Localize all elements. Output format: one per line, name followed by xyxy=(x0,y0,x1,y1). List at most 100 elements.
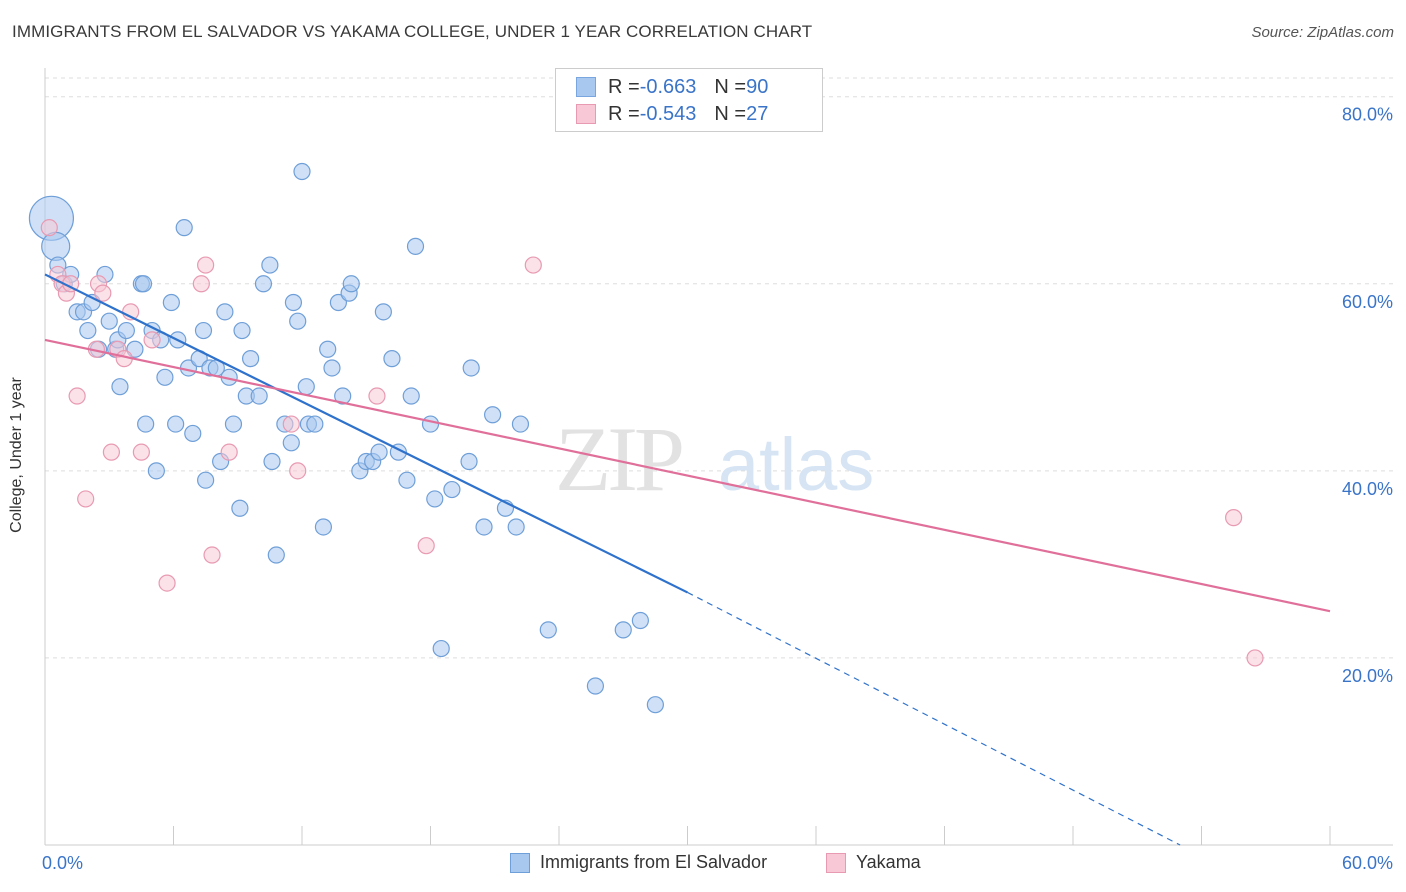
r-value: -0.663 xyxy=(639,75,697,98)
watermark: ZIP atlas xyxy=(555,408,874,510)
n-label: N = xyxy=(714,75,747,98)
point-yakama xyxy=(94,284,112,302)
trend-line-el-salvador xyxy=(44,273,688,594)
point-yakama xyxy=(68,387,86,405)
point-el-salvador xyxy=(167,415,185,433)
grid-lines xyxy=(45,77,1393,659)
point-el-salvador xyxy=(263,452,281,471)
point-yakama xyxy=(220,443,238,461)
point-el-salvador xyxy=(460,452,478,471)
legend-swatch-yakama xyxy=(826,852,846,873)
point-yakama xyxy=(203,546,221,564)
point-el-salvador xyxy=(507,518,525,536)
point-el-salvador xyxy=(406,237,425,255)
point-yakama xyxy=(192,275,210,293)
point-el-salvador xyxy=(370,443,388,461)
point-el-salvador xyxy=(314,518,333,536)
watermark-zip: ZIP xyxy=(555,408,682,510)
point-el-salvador xyxy=(432,639,450,658)
point-el-salvador xyxy=(319,340,337,358)
point-yakama xyxy=(289,462,307,480)
point-el-salvador xyxy=(306,415,324,433)
point-el-salvador xyxy=(242,350,260,368)
r-label: R = xyxy=(608,75,640,98)
n-value: 27 xyxy=(746,102,769,125)
point-el-salvador xyxy=(614,621,632,639)
point-el-salvador xyxy=(334,387,352,405)
point-yakama xyxy=(368,387,386,405)
point-el-salvador xyxy=(383,350,401,368)
point-el-salvador xyxy=(100,312,118,330)
point-el-salvador xyxy=(586,677,605,695)
legend-item-yakama[interactable]: Yakama xyxy=(826,852,921,873)
trend-line-extension xyxy=(687,591,1181,846)
point-el-salvador xyxy=(398,471,416,489)
point-el-salvador xyxy=(111,378,129,396)
point-el-salvador xyxy=(197,471,215,489)
legend-item-el-salvador[interactable]: Immigrants from El Salvador xyxy=(510,852,767,873)
point-el-salvador xyxy=(646,696,664,714)
point-el-salvador xyxy=(147,462,165,480)
point-el-salvador xyxy=(475,518,493,536)
point-el-salvador xyxy=(162,293,180,312)
y-tick-label: 40.0% xyxy=(1342,479,1393,499)
point-el-salvador xyxy=(402,387,420,405)
point-el-salvador xyxy=(374,303,392,321)
point-el-salvador xyxy=(293,162,311,181)
point-el-salvador xyxy=(539,621,557,639)
stats-row-yakama: R = -0.543 N = 27 xyxy=(576,101,768,127)
watermark-atlas: atlas xyxy=(718,423,874,506)
point-el-salvador xyxy=(267,546,285,564)
point-el-salvador xyxy=(261,256,279,274)
legend-swatch-el-salvador xyxy=(576,77,596,97)
point-el-salvador xyxy=(41,231,71,261)
source-label: Source: ZipAtlas.com xyxy=(1251,24,1394,41)
point-yakama xyxy=(102,443,120,461)
stats-row-el-salvador: R = -0.663 N = 90 xyxy=(576,74,768,100)
trend-line-yakama xyxy=(44,338,1331,613)
point-el-salvador xyxy=(297,378,315,396)
y-tick-label: 80.0% xyxy=(1342,105,1393,125)
point-el-salvador xyxy=(224,415,243,433)
point-el-salvador xyxy=(156,368,174,386)
stats-legend: R = -0.663 N = 90 R = -0.543 N = 27 xyxy=(555,68,823,132)
legend-swatch-yakama xyxy=(576,104,596,124)
point-yakama xyxy=(77,490,95,508)
legend-label-el-salvador: Immigrants from El Salvador xyxy=(540,852,768,872)
n-label: N = xyxy=(714,102,747,125)
point-yakama xyxy=(1225,509,1243,527)
point-el-salvador xyxy=(137,415,155,433)
point-el-salvador xyxy=(134,275,153,293)
point-el-salvador xyxy=(426,490,444,508)
y-tick-label: 20.0% xyxy=(1342,666,1393,686)
point-yakama xyxy=(158,574,176,592)
legend-label-yakama: Yakama xyxy=(856,852,921,872)
r-label: R = xyxy=(608,102,640,125)
point-el-salvador xyxy=(484,406,502,424)
point-el-salvador xyxy=(462,359,480,377)
point-el-salvador xyxy=(289,312,307,330)
point-yakama xyxy=(1246,649,1264,667)
r-value: -0.543 xyxy=(639,102,697,125)
point-yakama xyxy=(143,331,161,349)
data-points xyxy=(28,162,1264,714)
x-tick-label: 0.0% xyxy=(42,853,83,873)
point-yakama xyxy=(524,256,542,274)
point-el-salvador xyxy=(216,303,234,321)
point-yakama xyxy=(417,537,435,555)
point-el-salvador xyxy=(194,321,213,340)
point-el-salvador xyxy=(117,321,135,340)
chart-title: IMMIGRANTS FROM EL SALVADOR VS YAKAMA CO… xyxy=(12,22,813,41)
point-el-salvador xyxy=(631,611,649,630)
point-el-salvador xyxy=(254,275,273,293)
point-el-salvador xyxy=(282,434,300,452)
x-tick-label: 60.0% xyxy=(1342,853,1393,873)
point-el-salvador xyxy=(323,359,341,377)
trend-lines xyxy=(44,273,1331,846)
point-el-salvador xyxy=(231,499,249,517)
point-el-salvador xyxy=(421,415,440,433)
point-el-salvador xyxy=(443,480,461,499)
tick-labels: 20.0% 40.0% 60.0% 80.0% 0.0% 60.0% xyxy=(42,105,1393,873)
point-yakama xyxy=(40,219,58,237)
